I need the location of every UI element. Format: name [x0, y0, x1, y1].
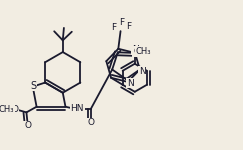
- Text: F: F: [119, 18, 124, 27]
- Text: HN: HN: [70, 104, 84, 113]
- Text: F: F: [126, 22, 131, 31]
- Text: CH₃: CH₃: [136, 47, 151, 56]
- Text: CH₃: CH₃: [0, 105, 14, 114]
- Text: N: N: [132, 45, 139, 54]
- Text: S: S: [30, 81, 36, 90]
- Text: F: F: [111, 23, 116, 32]
- Text: N: N: [127, 79, 134, 88]
- Text: O: O: [133, 47, 140, 56]
- Text: O: O: [24, 121, 31, 130]
- Text: N: N: [139, 67, 145, 76]
- Text: O: O: [87, 118, 94, 127]
- Text: O: O: [11, 105, 18, 114]
